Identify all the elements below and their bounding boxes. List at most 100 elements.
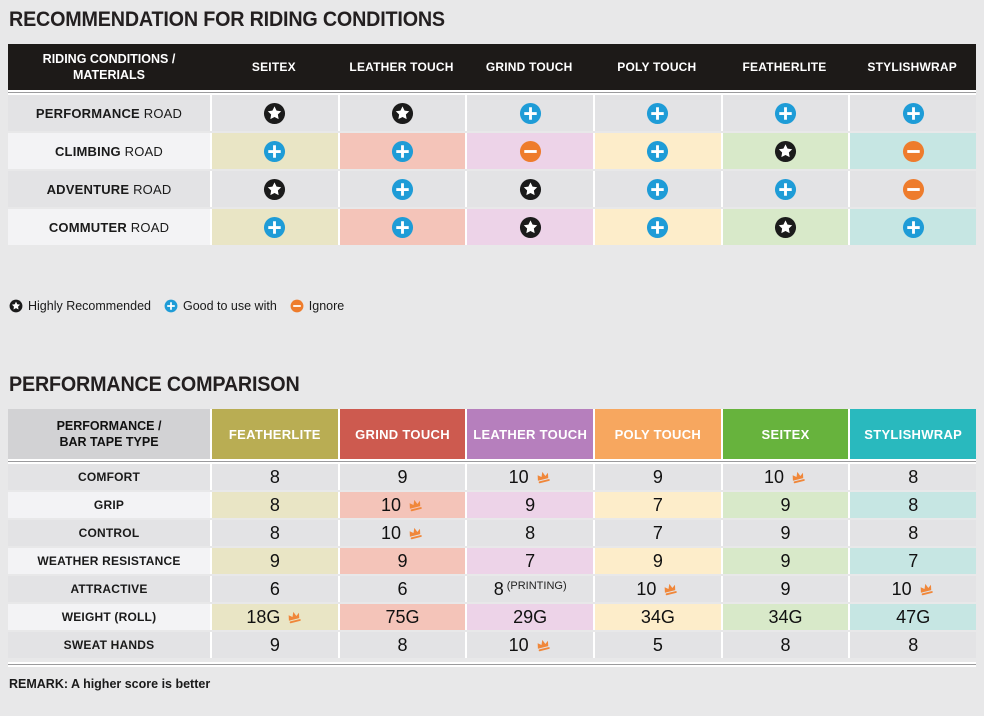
row-label-text: ATTRACTIVE <box>70 582 148 596</box>
best-score-crown-icon <box>537 471 550 483</box>
score-cell: 29G <box>465 604 594 630</box>
plus-icon <box>519 102 541 124</box>
minus-icon <box>902 140 924 162</box>
row-label-bold: COMMUTER <box>48 219 127 235</box>
score-value: 10 <box>764 466 785 487</box>
table-row: PERFORMANCE ROAD <box>8 95 977 131</box>
star-icon <box>519 216 541 238</box>
legend: Highly Recommended Good to use with Ignore <box>9 299 984 313</box>
score-cell: 9 <box>337 548 466 574</box>
score-cell: 9 <box>720 492 849 518</box>
score-value: 7 <box>525 550 536 571</box>
column-header: FEATHERLITE <box>210 409 338 459</box>
rating-cell <box>720 133 849 169</box>
score-cell: 47G <box>848 604 977 630</box>
best-score-crown-icon <box>537 639 550 651</box>
row-label: GRIP <box>8 492 210 518</box>
minus-icon <box>290 299 304 313</box>
rating-cell <box>593 171 721 207</box>
score-cell: 8 <box>848 520 977 546</box>
score-value: 9 <box>269 550 280 571</box>
score-cell: 7 <box>593 520 721 546</box>
row-label-text: GRIP <box>93 498 125 512</box>
riding-corner-header: RIDING CONDITIONS / MATERIALS <box>8 44 210 90</box>
score-cell: 7 <box>848 548 977 574</box>
score-cell: 8 <box>337 632 466 658</box>
row-label-rest: ROAD <box>130 219 170 235</box>
score-cell: 10 <box>720 464 849 490</box>
score-value: 9 <box>269 634 280 655</box>
plus-icon <box>264 216 286 238</box>
score-cell: 9 <box>593 464 721 490</box>
row-label: CONTROL <box>8 520 210 546</box>
legend-label: Good to use with <box>182 299 277 313</box>
performance-corner-header: PERFORMANCE / BAR TAPE TYPE <box>8 409 210 459</box>
score-cell: 9 <box>593 548 721 574</box>
row-label-bold: PERFORMANCE <box>35 105 140 121</box>
score-value: 9 <box>652 466 663 487</box>
row-label-bold: ADVENTURE <box>46 181 130 197</box>
remark-text: REMARK: A higher score is better <box>9 677 211 691</box>
score-cell: 10 <box>465 464 594 490</box>
score-value: 9 <box>525 494 536 515</box>
score-cell: 10 <box>848 576 977 602</box>
best-score-crown-icon <box>409 499 422 511</box>
score-value: 10 <box>380 494 402 515</box>
score-value: 8 <box>397 634 408 655</box>
performance-header-row: PERFORMANCE / BAR TAPE TYPE FEATHERLITE G… <box>8 409 977 459</box>
plus-icon <box>391 140 414 162</box>
score-cell: 9 <box>720 548 849 574</box>
score-cell: 7 <box>465 548 594 574</box>
row-label: PERFORMANCE ROAD <box>8 95 210 131</box>
riding-conditions-title: RECOMMENDATION FOR RIDING CONDITIONS <box>9 8 445 31</box>
score-cell: 6 <box>337 576 466 602</box>
score-value: 8 <box>780 634 791 655</box>
score-value: 75G <box>385 606 420 627</box>
row-label-text: WEIGHT (ROLL) <box>61 610 157 624</box>
score-value: 10 <box>508 466 529 487</box>
rating-cell <box>337 171 466 207</box>
column-header: LEATHER TOUCH <box>349 60 454 74</box>
minus-icon <box>902 178 924 200</box>
score-cell: 8 <box>848 464 977 490</box>
table-row: WEIGHT (ROLL) 18G 75G 29G 34G 34G 47G <box>8 604 977 630</box>
score-value: 7 <box>652 494 663 515</box>
minus-icon <box>519 140 541 162</box>
score-value: 9 <box>780 550 791 571</box>
star-icon <box>774 140 797 162</box>
score-value: 47G <box>896 606 931 627</box>
performance-comparison-table: PERFORMANCE / BAR TAPE TYPE FEATHERLITE G… <box>8 409 977 658</box>
score-value: 8 <box>908 494 919 515</box>
score-value: 9 <box>652 550 663 571</box>
score-cell: 9 <box>210 632 338 658</box>
rating-cell <box>210 133 338 169</box>
score-cell: 75G <box>337 604 466 630</box>
score-cell: 8 <box>465 520 594 546</box>
table-row: ATTRACTIVE 6 6 8 (PRINTING) 10 9 10 <box>8 576 977 602</box>
row-label: SWEAT HANDS <box>8 632 210 658</box>
table-row: WEATHER RESISTANCE 9 9 7 9 9 7 <box>8 548 977 574</box>
score-value: 10 <box>508 634 529 655</box>
score-note: (PRINTING) <box>506 580 567 592</box>
rating-cell <box>720 171 849 207</box>
rating-cell <box>337 95 466 131</box>
star-icon <box>9 299 23 313</box>
rating-cell <box>465 133 594 169</box>
score-cell: 9 <box>465 492 594 518</box>
row-label: WEIGHT (ROLL) <box>8 604 210 630</box>
score-value: 8 <box>493 578 504 599</box>
score-value: 8 <box>269 522 280 543</box>
score-cell: 8 <box>720 632 849 658</box>
table-row: ADVENTURE ROAD <box>8 171 977 207</box>
column-header: LEATHER TOUCH <box>465 409 594 459</box>
score-value: 34G <box>640 606 675 627</box>
riding-corner-line1: RIDING CONDITIONS / <box>42 51 176 66</box>
score-cell: 9 <box>720 576 849 602</box>
row-label: ATTRACTIVE <box>8 576 210 602</box>
plus-icon <box>647 102 669 124</box>
riding-conditions-table: RIDING CONDITIONS / MATERIALS SEITEX LEAT… <box>8 44 977 245</box>
row-label-text: WEATHER RESISTANCE <box>37 554 181 568</box>
star-icon <box>391 102 414 124</box>
plus-icon <box>902 216 924 238</box>
row-label: COMFORT <box>8 464 210 490</box>
